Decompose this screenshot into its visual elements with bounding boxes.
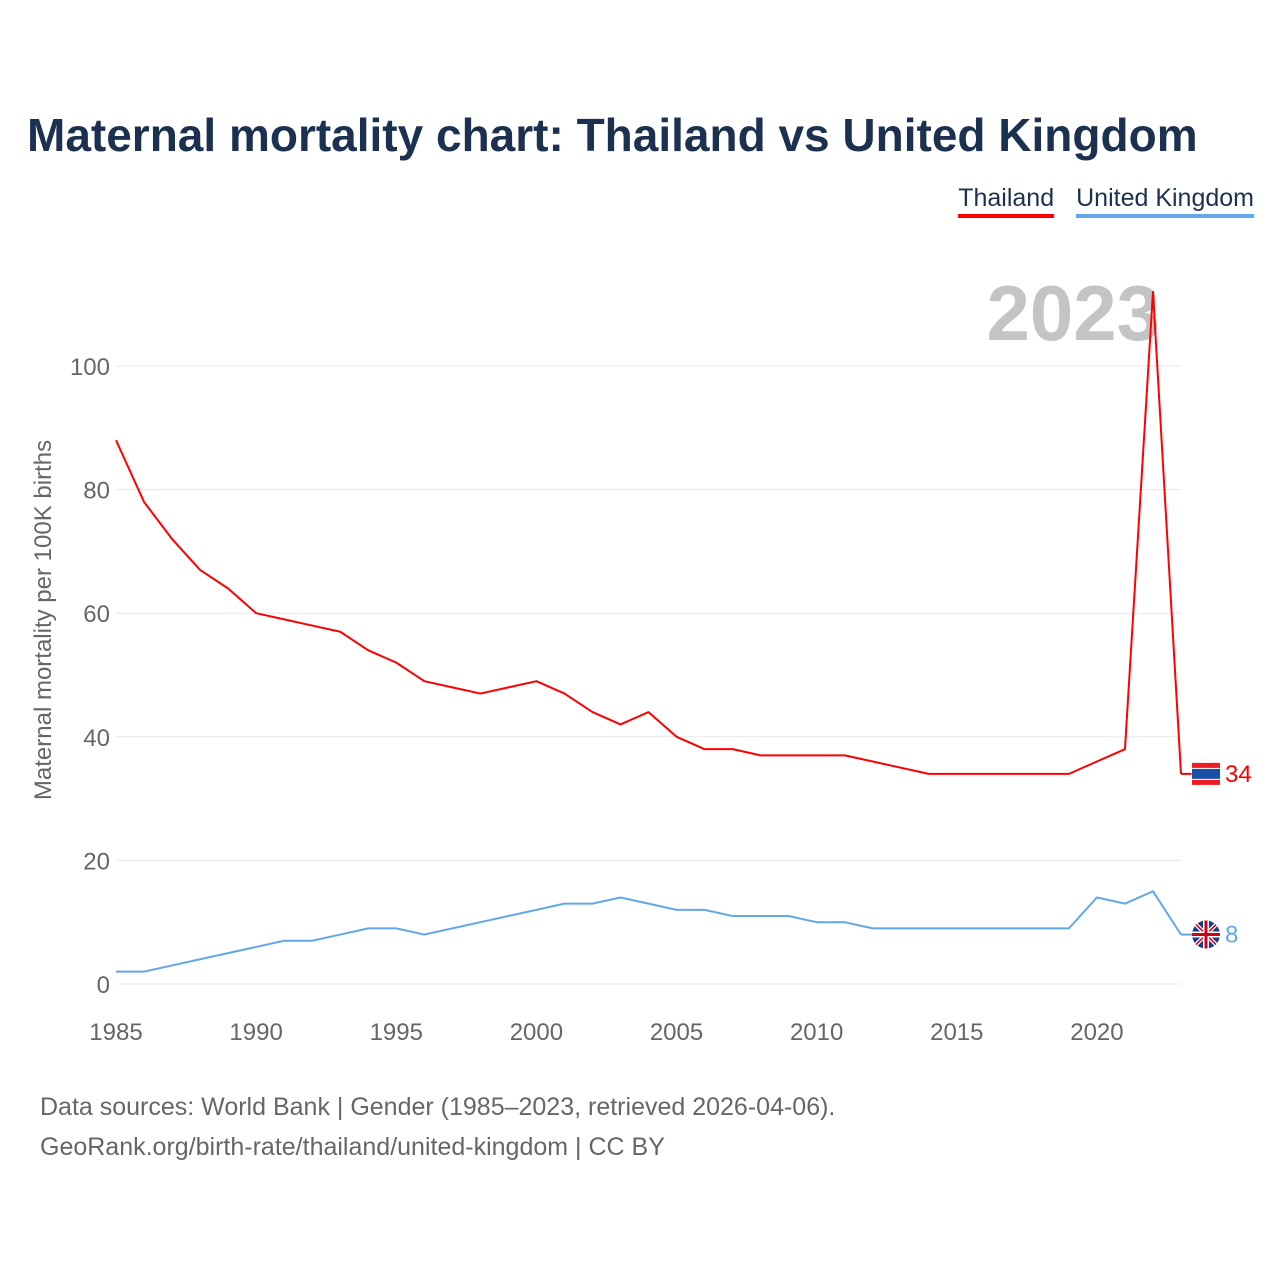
flag-stripe: [1192, 779, 1220, 785]
year-watermark: 2023: [986, 269, 1160, 357]
end-value-label: 34: [1225, 761, 1252, 788]
y-tick-label: 0: [97, 972, 110, 999]
series-line-thailand: [115, 290, 1182, 775]
source-text: Data sources: World Bank | Gender (1985–…: [40, 1093, 836, 1121]
y-tick-label: 40: [83, 725, 110, 752]
legend-thailand[interactable]: Thailand: [958, 184, 1055, 218]
series-line-united-kingdom: [116, 890, 1182, 973]
attribution-link[interactable]: GeoRank.org/birth-rate/thailand/united-k…: [40, 1133, 665, 1161]
legend: Thailand United Kingdom: [958, 184, 1254, 218]
x-tick-label: 1985: [89, 1019, 142, 1046]
x-tick-label: 2015: [930, 1019, 983, 1046]
x-tick-label: 1995: [370, 1019, 423, 1046]
x-tick-label: 2005: [650, 1019, 703, 1046]
x-tick-label: 2000: [510, 1019, 563, 1046]
x-tick-label: 2020: [1070, 1019, 1123, 1046]
y-tick-label: 20: [83, 848, 110, 875]
y-tick-label: 100: [70, 354, 110, 381]
x-tick-label: 1990: [229, 1019, 282, 1046]
y-tick-label: 80: [83, 478, 110, 505]
flag-cross: [1192, 920, 1220, 949]
flag-stripe: [1192, 768, 1220, 779]
end-value-label: 8: [1225, 922, 1238, 949]
x-tick-label: 2010: [790, 1019, 843, 1046]
y-axis-label: Maternal mortality per 100K births: [30, 440, 57, 800]
footer: Data sources: World Bank | Gender (1985–…: [40, 1087, 835, 1167]
flag-stripe: [1192, 762, 1220, 768]
chart-title: Maternal mortality chart: Thailand vs Un…: [27, 109, 1198, 161]
legend-united-kingdom[interactable]: United Kingdom: [1076, 184, 1254, 218]
y-tick-label: 60: [83, 601, 110, 628]
